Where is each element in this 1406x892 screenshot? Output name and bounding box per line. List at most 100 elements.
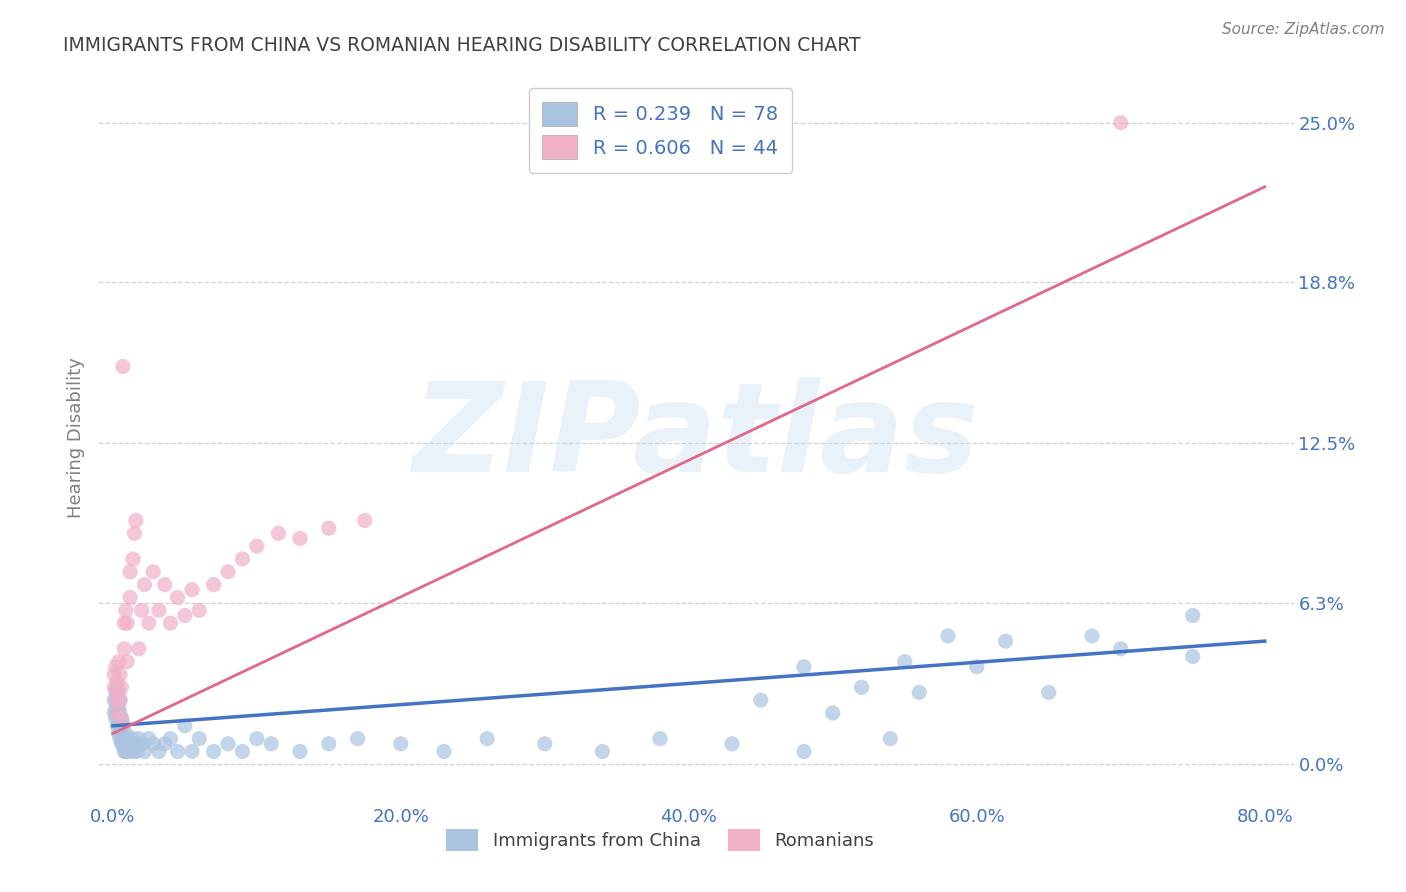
- Point: [246, 731, 269, 746]
- Point: [994, 634, 1017, 648]
- Point: [721, 737, 744, 751]
- Point: [112, 744, 135, 758]
- Point: [114, 603, 136, 617]
- Point: [138, 616, 160, 631]
- Point: [267, 526, 290, 541]
- Point: [108, 731, 131, 746]
- Point: [260, 737, 283, 751]
- Point: [105, 675, 128, 690]
- Point: [389, 737, 412, 751]
- Point: [1038, 685, 1060, 699]
- Point: [115, 731, 138, 746]
- Point: [591, 744, 613, 758]
- Point: [181, 744, 204, 758]
- Point: [246, 539, 269, 553]
- Text: IMMIGRANTS FROM CHINA VS ROMANIAN HEARING DISABILITY CORRELATION CHART: IMMIGRANTS FROM CHINA VS ROMANIAN HEARIN…: [63, 36, 860, 54]
- Point: [108, 693, 131, 707]
- Point: [217, 737, 239, 751]
- Point: [104, 693, 127, 707]
- Point: [107, 726, 129, 740]
- Point: [134, 577, 156, 591]
- Point: [159, 731, 181, 746]
- Point: [202, 577, 225, 591]
- Point: [433, 744, 456, 758]
- Point: [122, 731, 145, 746]
- Point: [353, 514, 375, 528]
- Point: [793, 660, 815, 674]
- Point: [111, 737, 134, 751]
- Point: [1181, 649, 1204, 664]
- Point: [104, 711, 127, 725]
- Point: [108, 693, 131, 707]
- Point: [128, 731, 150, 746]
- Y-axis label: Hearing Disability: Hearing Disability: [66, 357, 84, 517]
- Point: [110, 726, 132, 740]
- Point: [131, 603, 153, 617]
- Point: [110, 711, 132, 725]
- Point: [166, 744, 188, 758]
- Point: [128, 641, 150, 656]
- Point: [112, 731, 135, 746]
- Point: [108, 667, 131, 681]
- Point: [134, 744, 156, 758]
- Point: [115, 616, 138, 631]
- Point: [793, 744, 815, 758]
- Point: [107, 655, 129, 669]
- Point: [112, 641, 135, 656]
- Point: [111, 359, 134, 374]
- Point: [148, 744, 170, 758]
- Point: [142, 565, 165, 579]
- Point: [114, 726, 136, 740]
- Point: [105, 706, 128, 720]
- Point: [173, 608, 195, 623]
- Point: [188, 731, 211, 746]
- Point: [318, 521, 340, 535]
- Point: [288, 744, 311, 758]
- Point: [1181, 608, 1204, 623]
- Point: [138, 731, 160, 746]
- Point: [231, 744, 253, 758]
- Point: [1081, 629, 1104, 643]
- Point: [104, 660, 127, 674]
- Point: [105, 681, 128, 695]
- Point: [648, 731, 671, 746]
- Text: Source: ZipAtlas.com: Source: ZipAtlas.com: [1222, 22, 1385, 37]
- Point: [110, 711, 132, 725]
- Point: [125, 514, 148, 528]
- Point: [103, 681, 125, 695]
- Point: [120, 565, 142, 579]
- Point: [936, 629, 959, 643]
- Point: [148, 603, 170, 617]
- Point: [110, 681, 132, 695]
- Point: [908, 685, 931, 699]
- Point: [893, 655, 915, 669]
- Point: [121, 737, 143, 751]
- Point: [288, 532, 311, 546]
- Point: [1109, 116, 1132, 130]
- Point: [105, 719, 128, 733]
- Point: [120, 744, 142, 758]
- Point: [111, 716, 134, 731]
- Point: [749, 693, 772, 707]
- Point: [104, 685, 127, 699]
- Point: [153, 577, 176, 591]
- Point: [105, 706, 128, 720]
- Point: [105, 693, 128, 707]
- Point: [181, 582, 204, 597]
- Point: [104, 701, 127, 715]
- Point: [879, 731, 901, 746]
- Point: [231, 552, 253, 566]
- Point: [107, 701, 129, 715]
- Point: [122, 552, 145, 566]
- Point: [108, 719, 131, 733]
- Point: [966, 660, 988, 674]
- Point: [188, 603, 211, 617]
- Point: [108, 706, 131, 720]
- Point: [346, 731, 368, 746]
- Point: [124, 526, 146, 541]
- Point: [103, 693, 125, 707]
- Point: [202, 744, 225, 758]
- Point: [114, 744, 136, 758]
- Point: [112, 616, 135, 631]
- Point: [103, 667, 125, 681]
